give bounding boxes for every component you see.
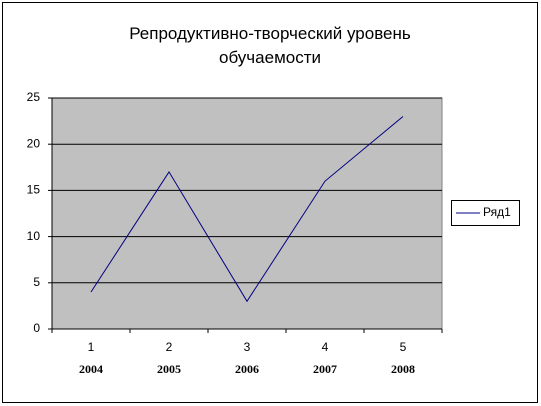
- y-tick-label: 25: [27, 90, 41, 104]
- x-tick-label: 1: [88, 340, 95, 354]
- x-tick-label: 3: [244, 340, 251, 354]
- y-tick-label: 20: [27, 136, 41, 150]
- year-label: 2006: [235, 362, 259, 376]
- x-tick-label: 5: [400, 340, 407, 354]
- plot-area: [51, 97, 443, 330]
- x-tick-label: 4: [322, 340, 329, 354]
- year-label: 2005: [157, 362, 181, 376]
- data-line: [90, 116, 404, 303]
- x-tick-label: 2: [166, 340, 173, 354]
- y-tick-label: 0: [33, 321, 40, 335]
- year-label: 2004: [79, 362, 103, 376]
- y-tick-label: 15: [27, 183, 41, 197]
- y-tick-label: 10: [27, 229, 41, 243]
- y-tick-label: 5: [33, 275, 40, 289]
- chart-title: Репродуктивно-творческий уровень обучаем…: [129, 24, 411, 67]
- year-label: 2007: [313, 362, 337, 376]
- legend-label: Ряд1: [483, 205, 511, 219]
- year-label: 2008: [391, 362, 415, 376]
